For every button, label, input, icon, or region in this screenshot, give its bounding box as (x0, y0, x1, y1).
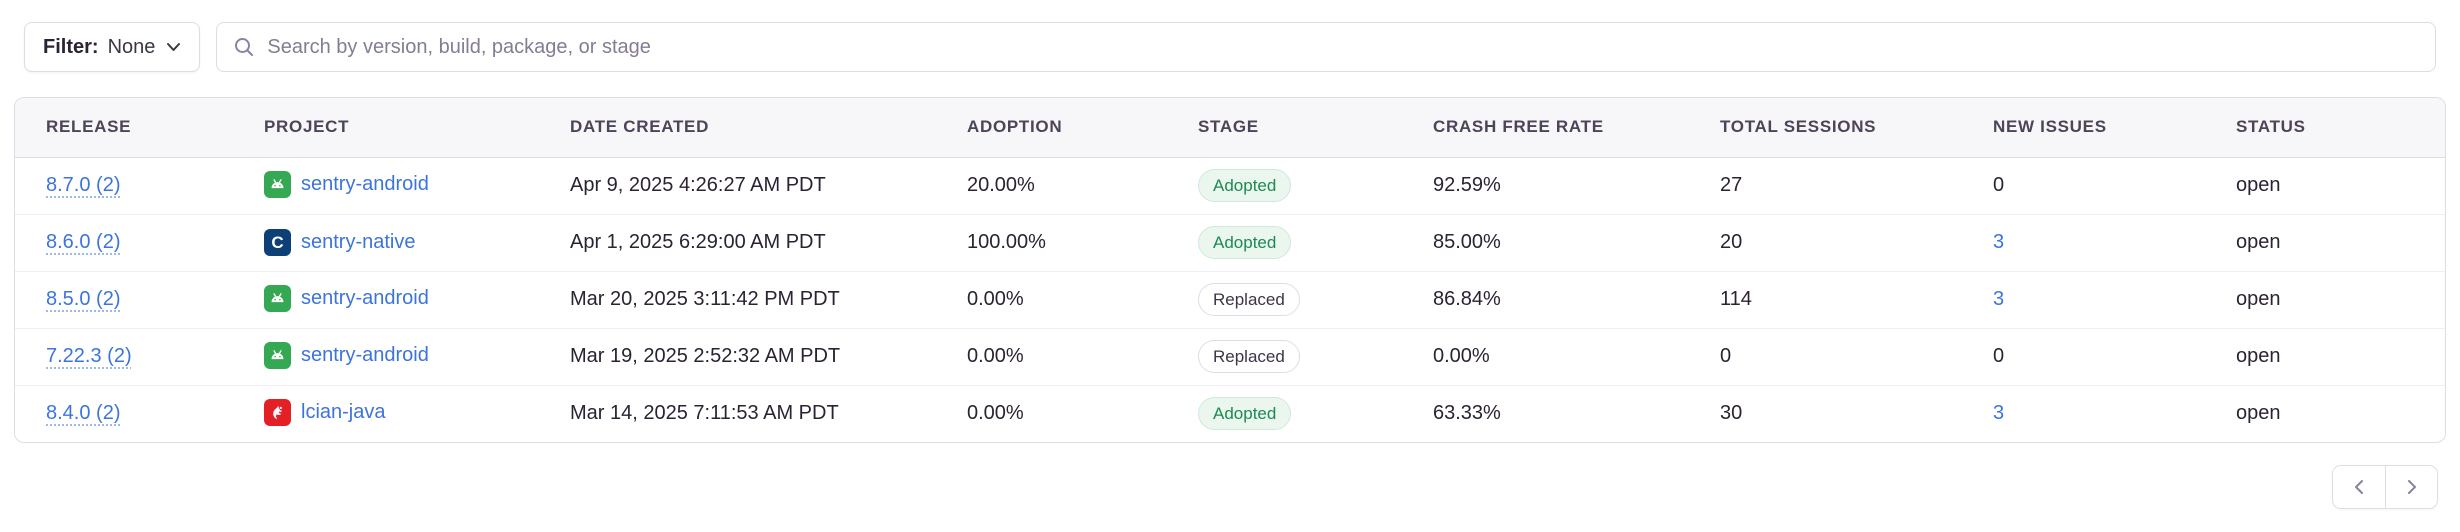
project-cell: lcian-java (264, 399, 386, 427)
project-cell: C sentry-native (264, 229, 416, 256)
column-header-stage: STAGE (1167, 98, 1402, 158)
stage-badge: Adopted (1198, 397, 1292, 431)
project-link[interactable]: sentry-android (301, 287, 429, 309)
filter-label: Filter: (43, 35, 99, 58)
toolbar: Filter: None (0, 0, 2460, 72)
adoption-cell: 0.00% (967, 402, 1024, 425)
table-row: 7.22.3 (2) (15, 328, 2445, 386)
date-created-cell: Mar 14, 2025 7:11:53 AM PDT (570, 402, 839, 425)
table-row: 8.4.0 (2) lcian-java Mar 1 (15, 385, 2445, 442)
total-sessions-cell: 0 (1689, 328, 1962, 386)
column-header-total-sessions: TOTAL SESSIONS (1689, 98, 1962, 158)
crash-free-rate-cell: 85.00% (1402, 214, 1689, 272)
new-issues-link[interactable]: 3 (1993, 288, 2005, 310)
release-link[interactable]: 7.22.3 (2) (46, 345, 132, 367)
date-created-cell: Mar 19, 2025 2:52:32 AM PDT (539, 328, 936, 386)
crash-free-rate-cell: 63.33% (1433, 402, 1501, 425)
new-issues-link[interactable]: 3 (1993, 231, 2005, 253)
project-cell: sentry-android (264, 171, 429, 198)
project-cell: sentry-android (264, 342, 429, 369)
column-header-release: RELEASE (15, 98, 233, 158)
adoption-cell: 0.00% (936, 328, 1167, 386)
crash-free-rate-cell: 92.59% (1402, 157, 1689, 215)
previous-page-button[interactable] (2333, 466, 2385, 508)
c-icon: C (264, 229, 291, 256)
release-link[interactable]: 8.4.0 (2) (46, 402, 121, 425)
pagination-button-group (2332, 465, 2438, 509)
new-issues-link[interactable]: 3 (1993, 402, 2005, 425)
next-page-button[interactable] (2385, 466, 2437, 508)
status-cell: open (2205, 328, 2445, 386)
project-cell: sentry-android (264, 285, 429, 312)
chevron-left-icon (2355, 480, 2363, 494)
column-header-date-created: DATE CREATED (539, 98, 936, 158)
total-sessions-cell: 30 (1720, 402, 1743, 425)
java-icon (264, 399, 291, 427)
project-link[interactable]: sentry-android (301, 173, 429, 195)
column-header-project: PROJECT (233, 98, 539, 158)
new-issues-value: 0 (1993, 345, 2005, 367)
date-created-cell: Apr 1, 2025 6:29:00 AM PDT (539, 214, 936, 272)
column-header-adoption: ADOPTION (936, 98, 1167, 158)
column-header-crash-free-rate: CRASH FREE RATE (1402, 98, 1689, 158)
project-link[interactable]: lcian-java (301, 401, 386, 424)
column-header-status: STATUS (2205, 98, 2445, 158)
stage-badge: Adopted (1198, 168, 1292, 203)
table-row: 8.7.0 (2) (15, 157, 2445, 215)
android-icon (264, 171, 291, 198)
table-row: 8.6.0 (2) C sentry-native Apr 1, 2025 6:… (15, 214, 2445, 272)
project-link[interactable]: sentry-android (301, 344, 429, 366)
release-link[interactable]: 8.5.0 (2) (46, 288, 121, 310)
total-sessions-cell: 114 (1689, 271, 1962, 329)
date-created-cell: Mar 20, 2025 3:11:42 PM PDT (539, 271, 936, 329)
crash-free-rate-cell: 86.84% (1402, 271, 1689, 329)
status-cell: open (2205, 271, 2445, 329)
table-row: 8.5.0 (2) (15, 271, 2445, 329)
total-sessions-cell: 20 (1689, 214, 1962, 272)
total-sessions-cell: 27 (1689, 157, 1962, 215)
search-input[interactable] (267, 35, 2419, 59)
date-created-cell: Apr 9, 2025 4:26:27 AM PDT (539, 157, 936, 215)
status-cell: open (2205, 157, 2445, 215)
adoption-cell: 20.00% (936, 157, 1167, 215)
pagination (0, 465, 2438, 509)
release-link[interactable]: 8.6.0 (2) (46, 231, 121, 253)
stage-badge: Replaced (1198, 339, 1300, 374)
adoption-cell: 0.00% (936, 271, 1167, 329)
releases-table-card: RELEASE PROJECT DATE CREATED ADOPTION ST… (14, 97, 2446, 443)
stage-badge: Replaced (1198, 282, 1300, 317)
column-header-new-issues: NEW ISSUES (1962, 98, 2205, 158)
release-link[interactable]: 8.7.0 (2) (46, 174, 121, 196)
search-icon (235, 38, 254, 56)
adoption-cell: 100.00% (936, 214, 1167, 272)
chevron-down-icon (167, 43, 181, 51)
filter-value: None (107, 35, 156, 58)
search-input-wrapper (216, 22, 2436, 72)
crash-free-rate-cell: 0.00% (1402, 328, 1689, 386)
chevron-right-icon (2407, 480, 2416, 494)
status-cell: open (2205, 214, 2445, 272)
status-cell: open (2236, 402, 2281, 425)
android-icon (264, 342, 291, 369)
filter-dropdown-button[interactable]: Filter: None (24, 22, 201, 72)
table-header-row: RELEASE PROJECT DATE CREATED ADOPTION ST… (15, 98, 2445, 158)
releases-table: RELEASE PROJECT DATE CREATED ADOPTION ST… (15, 98, 2445, 442)
stage-badge: Adopted (1198, 225, 1292, 260)
project-link[interactable]: sentry-native (301, 231, 416, 253)
android-icon (264, 285, 291, 312)
new-issues-value: 0 (1993, 174, 2005, 196)
